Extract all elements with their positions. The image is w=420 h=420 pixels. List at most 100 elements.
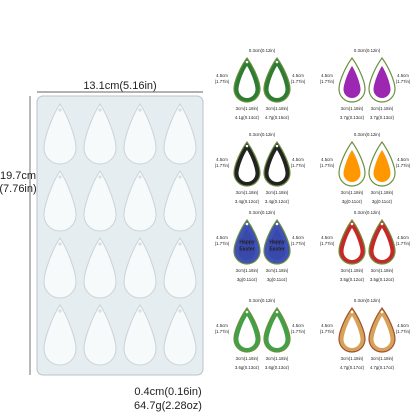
cavity-hole [178, 309, 182, 313]
product-panel: 0.3cm(0.12in) 3cm(1.18in) 3.4g(0.12oz) 3cm(… [215, 132, 306, 204]
cavity-hole [58, 309, 62, 313]
cavity-hole [58, 108, 62, 112]
weight-label: 3g(0.11oz) [237, 277, 258, 282]
height-label: (1.77in) [215, 163, 230, 168]
pendant-inner [343, 228, 361, 260]
weight-label: 3g(0.11oz) [372, 199, 393, 204]
pendant-text: Easter [269, 246, 284, 252]
pendant-hole [275, 144, 279, 148]
pendant-hole [350, 60, 354, 64]
thickness-label: 0.3cm(0.12in) [354, 132, 381, 137]
width-label: 3cm(1.18in) [236, 356, 259, 361]
mold-height: (7.76in) [0, 183, 37, 195]
width-label: 3cm(1.18in) [341, 190, 364, 195]
thickness-label: 0.3cm(0.12in) [354, 48, 381, 53]
pendant-hole [350, 222, 354, 226]
width-label: 3cm(1.18in) [266, 268, 289, 273]
pendant-text: Easter [239, 246, 254, 252]
cavity-hole [138, 108, 142, 112]
product-panel: 0.3cm(0.12in) 3cm(1.18in) 4.7g(0.17oz) 3cm(… [320, 298, 411, 370]
product-panel: 0.3cm(0.12in) 3cm(1.18in) 3.5g(0.12oz) 3cm(… [320, 210, 411, 282]
height-label: 4.5cm [292, 235, 304, 240]
mold-cavity [43, 304, 77, 366]
pendant-hole [380, 60, 384, 64]
mold-thickness: 0.4cm(0.16in) [134, 386, 201, 398]
weight-label: 3g(0.11oz) [267, 277, 288, 282]
pendant-hole [245, 310, 249, 314]
weight-label: 3.4g(0.12oz) [235, 199, 260, 204]
height-label: (1.77in) [320, 241, 335, 246]
height-label: (1.77in) [396, 79, 411, 84]
pendant-text: Happy [269, 239, 285, 245]
mold-height: 19.7cm [0, 170, 36, 182]
product-panel: 0.3cm(0.12in)HappyEaster3cm(1.18in)3g(0.… [215, 210, 306, 282]
product-panel: 0.3cm(0.12in) 3cm(1.18in) 3g(0.11oz) 3cm(1.… [320, 132, 411, 204]
height-label: (1.77in) [291, 163, 306, 168]
mold [36, 95, 204, 376]
thickness-label: 0.3cm(0.12in) [249, 298, 276, 303]
cavity-hole [138, 309, 142, 313]
cavity-hole [98, 175, 102, 179]
weight-label: 4.1g(0.14oz) [235, 115, 260, 120]
height-label: (1.77in) [396, 329, 411, 334]
cavity-hole [58, 242, 62, 246]
cavity-hole [98, 108, 102, 112]
mold-cavity [83, 103, 117, 165]
weight-label: 3.6g(0.13oz) [265, 365, 290, 370]
cavity-hole [178, 175, 182, 179]
mold-cavity [163, 103, 197, 165]
pendant-inner [343, 66, 361, 99]
width-label: 3cm(1.18in) [371, 106, 394, 111]
pendant-hole [245, 144, 249, 148]
weight-label: 3.5g(0.12oz) [340, 277, 365, 282]
thickness-label: 0.3cm(0.12in) [354, 298, 381, 303]
pendant-inner [268, 316, 286, 348]
width-label: 3cm(1.18in) [371, 268, 394, 273]
height-label: 4.5cm [216, 157, 228, 162]
weight-label: 4.7g(0.16oz) [265, 115, 290, 120]
mold-cavity [83, 170, 117, 232]
pendant-inner [238, 150, 256, 182]
pendant-inner [343, 316, 361, 348]
width-label: 3cm(1.18in) [371, 356, 394, 361]
width-label: 3cm(1.18in) [341, 268, 364, 273]
pendant-inner [238, 66, 256, 99]
mold-cavity [163, 237, 197, 299]
pendant-inner [343, 150, 361, 182]
pendant-hole [245, 60, 249, 64]
cavity-hole [98, 309, 102, 313]
pendant-hole [275, 222, 279, 226]
weight-label: 4.7g(0.17oz) [340, 365, 365, 370]
mold-cavity [123, 103, 157, 165]
weight-label: 3.7g(0.13oz) [340, 115, 365, 120]
cavity-hole [98, 242, 102, 246]
pendant-inner [268, 66, 286, 98]
height-label: 4.5cm [397, 73, 409, 78]
thickness-label: 0.3cm(0.12in) [249, 132, 276, 137]
height-label: 4.5cm [397, 235, 409, 240]
mold-cavity [43, 170, 77, 232]
height-label: 4.5cm [321, 235, 333, 240]
product-panel: 0.3cm(0.12in) 3cm(1.18in) 3.7g(0.13oz) 3cm(… [320, 48, 411, 120]
mold-cavity [163, 304, 197, 366]
height-label: (1.77in) [291, 329, 306, 334]
height-label: (1.77in) [320, 163, 335, 168]
width-label: 3cm(1.18in) [236, 106, 259, 111]
height-label: (1.77in) [396, 163, 411, 168]
height-label: 4.5cm [321, 323, 333, 328]
cavity-hole [178, 108, 182, 112]
cavity-hole [138, 175, 142, 179]
pendant-hole [275, 60, 279, 64]
mold-cells [43, 103, 197, 366]
height-label: (1.77in) [320, 329, 335, 334]
weight-label: 3.6g(0.13oz) [235, 365, 260, 370]
mold-cavity [83, 304, 117, 366]
height-label: 4.5cm [397, 323, 409, 328]
height-label: (1.77in) [291, 79, 306, 84]
mold-cavity [83, 237, 117, 299]
width-label: 3cm(1.18in) [266, 356, 289, 361]
product-panel: 0.3cm(0.12in) 3cm(1.18in) 3.6g(0.13oz) 3cm(… [215, 298, 306, 370]
height-label: (1.77in) [320, 79, 335, 84]
pendant-text: Happy [239, 239, 255, 245]
